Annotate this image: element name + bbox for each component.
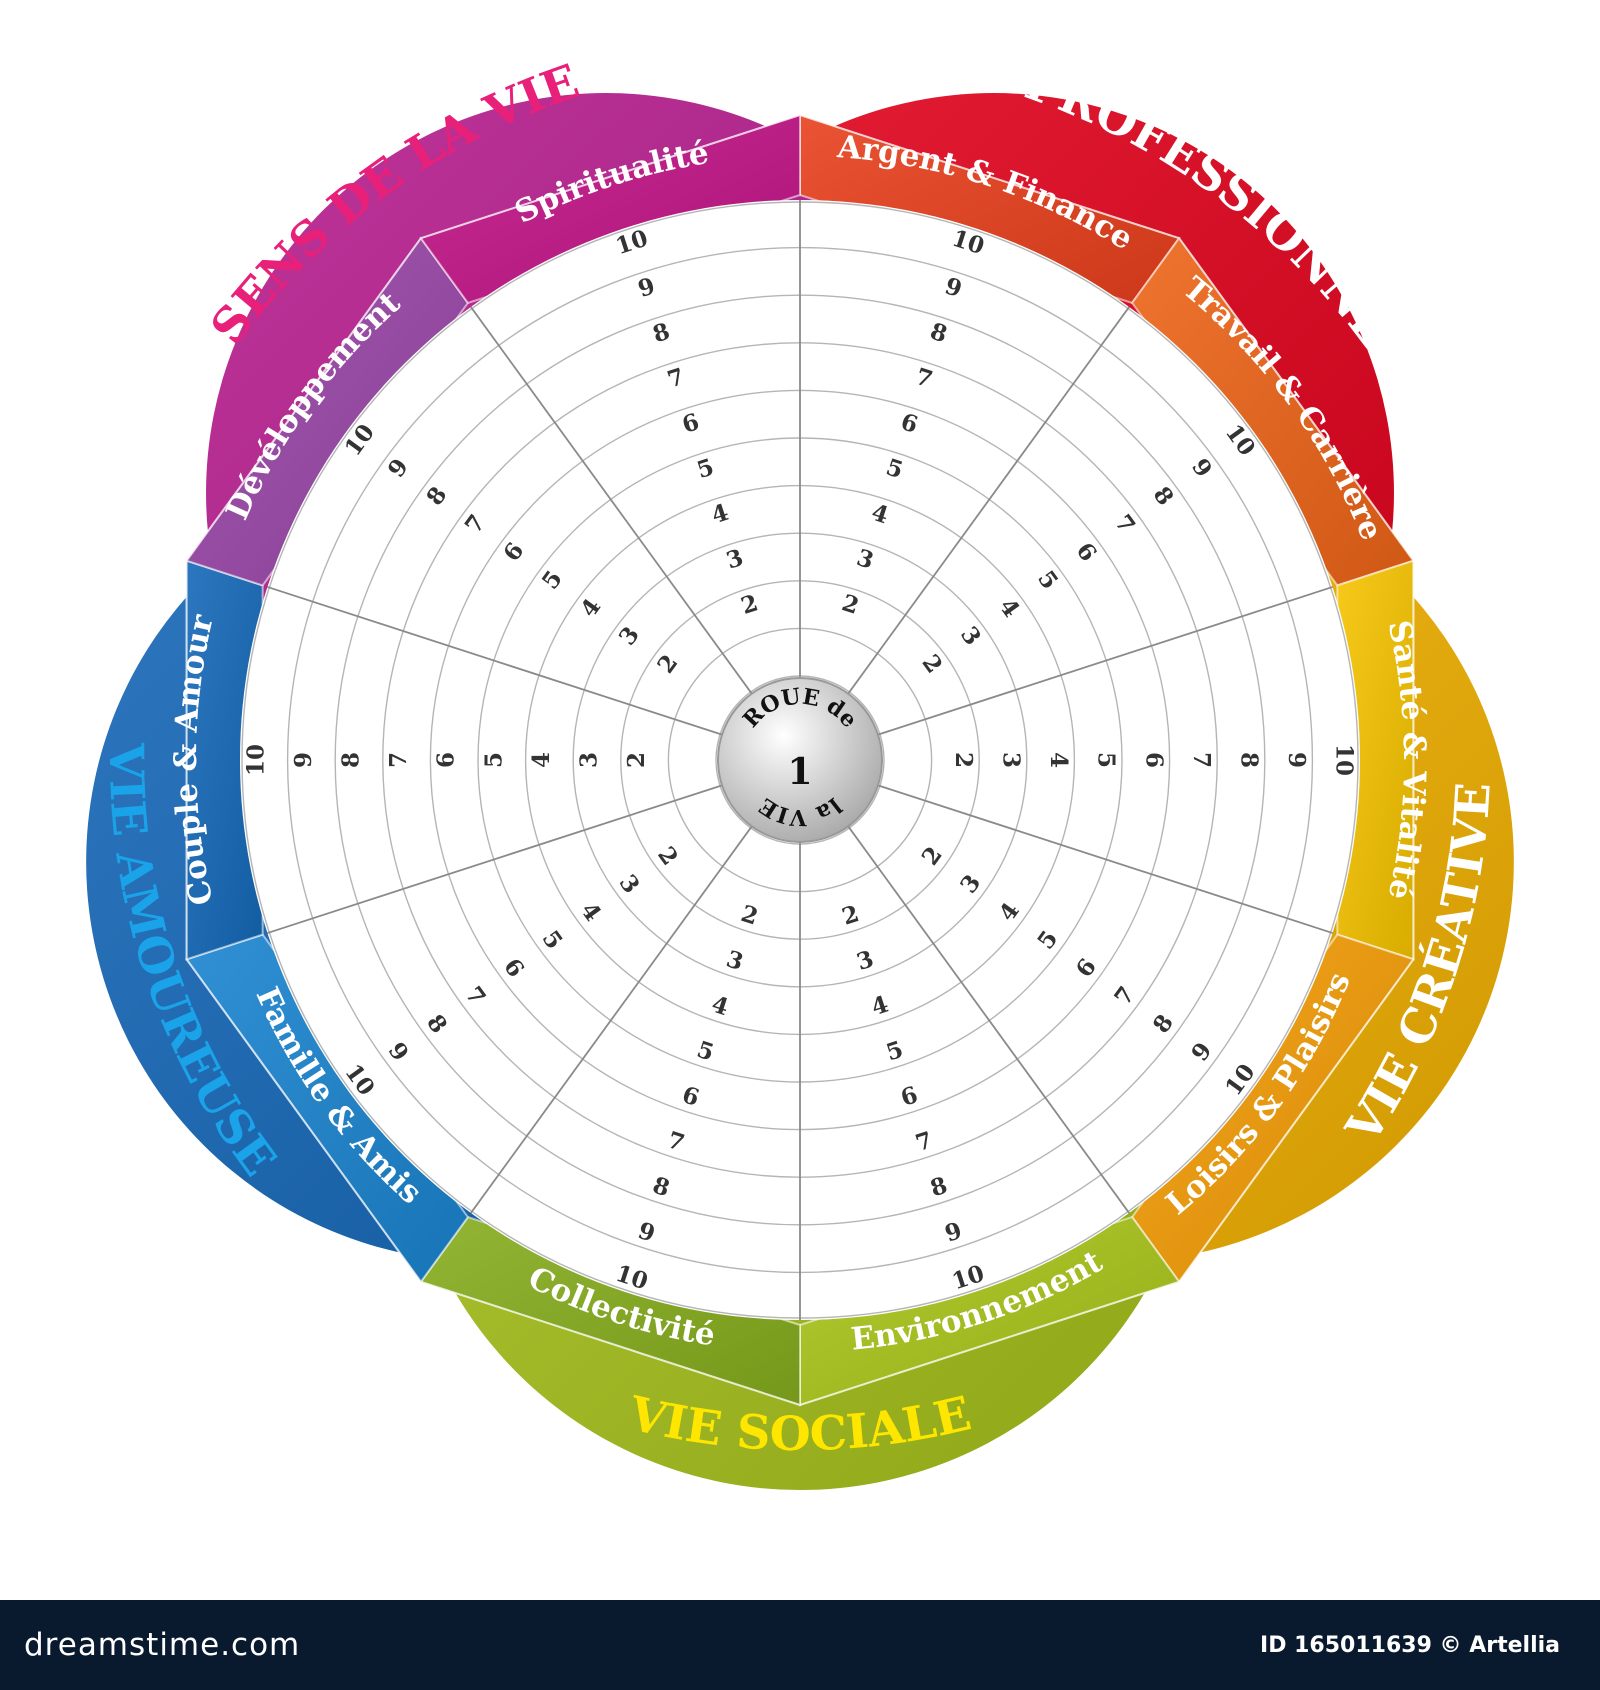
- scale-number: 6: [679, 1081, 703, 1112]
- scale-number: 2: [738, 589, 762, 620]
- scale-number: 7: [912, 363, 936, 394]
- scale-number: 7: [912, 1126, 936, 1157]
- area-band: [184, 113, 1416, 1407]
- scale-number: 5: [694, 453, 718, 484]
- scale-number: 8: [927, 1172, 951, 1203]
- scale-number: 4: [708, 991, 732, 1022]
- scale-number: 7: [385, 752, 412, 768]
- scale-number: 3: [723, 945, 747, 976]
- scale-number: 6: [898, 408, 922, 439]
- hub-number: 1: [787, 751, 812, 793]
- scale-number: 5: [694, 1036, 718, 1067]
- scale-number: 6: [898, 1081, 922, 1112]
- scale-number: 7: [664, 363, 688, 394]
- scale-number: 4: [868, 991, 892, 1022]
- scale-number: 9: [635, 272, 659, 303]
- scale-number: 2: [950, 752, 977, 768]
- scale-number: 8: [649, 1172, 673, 1203]
- sector-spoke: [847, 825, 1130, 1214]
- scale-number: 3: [853, 945, 877, 976]
- scale-number: 2: [839, 589, 863, 620]
- scale-number: 8: [649, 318, 673, 349]
- scale-number: 4: [708, 499, 732, 530]
- sector-spoke: [847, 306, 1130, 695]
- scale-number: 4: [868, 499, 892, 530]
- scale-number: 9: [942, 272, 966, 303]
- decagon-outline: [185, 113, 1415, 1407]
- scale-number: 2: [623, 752, 650, 768]
- scale-number: 9: [1283, 752, 1310, 768]
- image-credit: ID 165011639 © Artellia: [1260, 1632, 1560, 1658]
- scale-number: 3: [998, 752, 1025, 768]
- scale-number: 2: [839, 900, 863, 931]
- scale-number: 6: [679, 408, 703, 439]
- sector-spoke: [470, 306, 753, 695]
- scale-number: 9: [290, 752, 317, 768]
- sector-spoke: [267, 586, 723, 736]
- hub-circle: [717, 677, 883, 843]
- scale-number: 5: [883, 453, 907, 484]
- scale-number: 2: [738, 900, 762, 931]
- scale-number: 5: [1093, 752, 1120, 768]
- sector-spoke: [470, 825, 753, 1214]
- scale-number: 6: [1140, 752, 1167, 768]
- scale-number: 6: [433, 752, 460, 768]
- scale-number: 3: [853, 544, 877, 575]
- scale-number: 9: [942, 1217, 966, 1248]
- scale-number: 5: [883, 1036, 907, 1067]
- sector-spoke: [877, 784, 1333, 934]
- scale-number: 10: [1331, 744, 1358, 776]
- scale-number: 8: [927, 318, 951, 349]
- sector-spoke: [267, 784, 723, 934]
- scale-number: 10: [242, 744, 269, 776]
- scale-number: 7: [664, 1126, 688, 1157]
- brand-name[interactable]: dreamstime.com: [24, 1627, 301, 1663]
- scale-number: 8: [338, 752, 365, 768]
- scale-number: 9: [635, 1217, 659, 1248]
- scale-number: 4: [528, 752, 555, 768]
- footer-bar: dreamstime.com ID 165011639 © Artellia: [0, 1600, 1600, 1690]
- scale-number: 3: [576, 752, 603, 768]
- scale-number: 3: [723, 544, 747, 575]
- scale-number: 7: [1188, 752, 1215, 768]
- scale-number: 8: [1236, 752, 1263, 768]
- sector-spoke: [877, 586, 1333, 736]
- scale-number: 4: [1045, 752, 1072, 768]
- scale-number: 5: [480, 752, 507, 768]
